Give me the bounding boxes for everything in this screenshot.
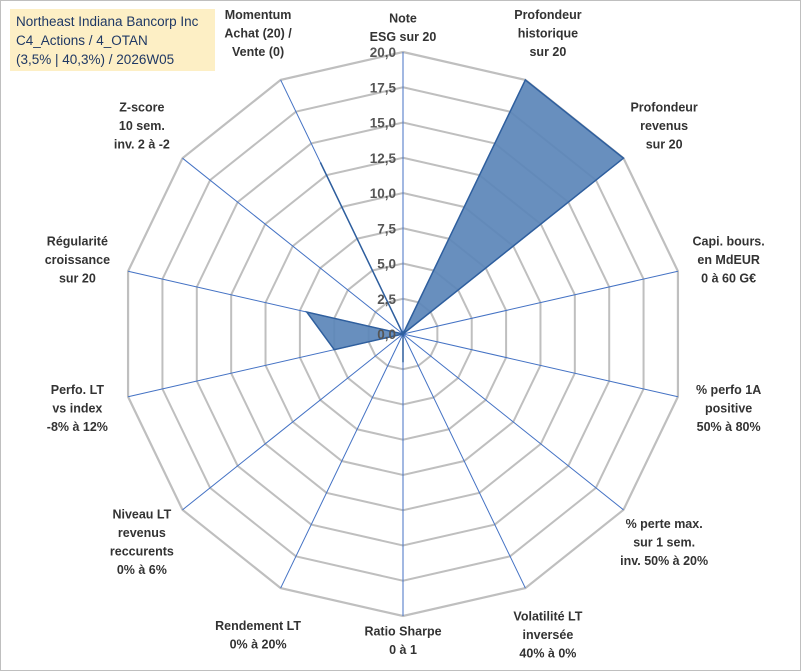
axis-label-line: vs index — [52, 402, 102, 416]
axis-label: Momentum Achat (20) / Vente (0) — [224, 8, 292, 59]
axis-label: Z-score 10 sem. inv. 2 à -2 — [114, 101, 170, 152]
axis-label-line: Ratio Sharpe — [364, 625, 441, 639]
chart-title-box: Northeast Indiana Bancorp Inc C4_Actions… — [10, 9, 215, 71]
tick-label: 15,0 — [370, 116, 396, 131]
tick-label: 2,5 — [377, 292, 396, 307]
title-line-stats: (3,5% | 40,3%) / 2026W05 — [16, 52, 175, 67]
tick-label: 10,0 — [370, 186, 396, 201]
axis-label-line: inv. 50% à 20% — [620, 554, 708, 568]
axis-spoke — [402, 333, 679, 398]
axis-label: % perte max. sur 1 sem. inv. 50% à 20% — [620, 517, 708, 568]
title-line-category: C4_Actions / 4_OTAN — [16, 33, 148, 48]
axis-label-line: Momentum — [225, 8, 292, 22]
axis-label-line: historique — [518, 26, 578, 40]
axis-label-line: Capi. bours. — [693, 234, 765, 248]
axis-label-line: % perte max. — [626, 517, 703, 531]
axis-label-line: 50% à 80% — [697, 420, 761, 434]
axis-label: Rendement LT 0% à 20% — [215, 619, 301, 652]
axis-label-line: Note — [389, 12, 417, 26]
axis-label-line: croissance — [45, 253, 110, 267]
tick-label: 5,0 — [377, 257, 396, 272]
axis-label: Niveau LT revenus reccurents 0% à 6% — [110, 508, 174, 578]
axis-label: Régularité croissance sur 20 — [45, 234, 110, 285]
axis-spoke — [402, 270, 679, 335]
axis-label-line: Profondeur — [514, 8, 581, 22]
axis-label-line: Rendement LT — [215, 619, 301, 633]
tick-label-layer: 0,0 2,5 5,0 7,5 10,0 12,5 15,0 17,5 20,0 — [370, 45, 397, 342]
tick-label: 17,5 — [370, 80, 397, 95]
axis-label-line: sur 20 — [529, 45, 566, 59]
tick-label: 7,5 — [377, 221, 396, 236]
tick-label: 20,0 — [370, 45, 396, 60]
axis-label-line: Régularité — [47, 234, 108, 248]
axis-label-line: 10 sem. — [119, 119, 165, 133]
axis-label-line: 0 à 60 G€ — [701, 271, 756, 285]
axis-label-line: -8% à 12% — [47, 420, 108, 434]
axis-spoke — [402, 333, 526, 589]
axis-label-line: sur 20 — [59, 271, 96, 285]
axis-label-line: Achat (20) / — [224, 26, 292, 40]
axis-label-line: 0% à 6% — [117, 563, 167, 577]
axis-label-line: 0% à 20% — [230, 637, 287, 651]
axis-label-line: 40% à 0% — [519, 647, 576, 661]
axis-label-line: reccurents — [110, 545, 174, 559]
axis-spoke — [182, 333, 404, 511]
axis-label-line: sur 1 sem. — [633, 535, 695, 549]
series-area — [304, 78, 625, 363]
axis-label: Perfo. LT vs index -8% à 12% — [47, 383, 108, 434]
axis-label: Ratio Sharpe 0 à 1 — [364, 625, 441, 658]
axis-label-line: inversée — [523, 628, 574, 642]
axis-label: Volatilité LT inversée 40% à 0% — [513, 610, 582, 661]
axis-label-line: Volatilité LT — [513, 610, 582, 624]
axis-label-line: Z-score — [119, 101, 164, 115]
axis-label-line: ESG sur 20 — [370, 30, 437, 44]
axis-label-line: Vente (0) — [232, 45, 284, 59]
axis-label-line: % perfo 1A — [696, 383, 761, 397]
axis-label-line: Perfo. LT — [51, 383, 105, 397]
axis-label-line: revenus — [118, 526, 166, 540]
axis-label-line: revenus — [640, 119, 688, 133]
axis-label: Profondeur revenus sur 20 — [630, 101, 697, 152]
axis-label-line: Niveau LT — [112, 508, 171, 522]
axis-label-line: positive — [705, 402, 752, 416]
series-layer — [304, 78, 625, 363]
axis-label: Profondeur historique sur 20 — [514, 8, 581, 59]
tick-label: 0,0 — [377, 327, 396, 342]
axis-label-line: en MdEUR — [697, 253, 760, 267]
axis-label: Capi. bours. en MdEUR 0 à 60 G€ — [693, 234, 765, 285]
axis-spoke — [402, 333, 624, 511]
tick-label: 12,5 — [370, 151, 397, 166]
axis-label: % perfo 1A positive 50% à 80% — [696, 383, 761, 434]
axis-label-layer: Note ESG sur 20 Profondeur historique sur 20… — [45, 8, 765, 661]
axis-spoke — [280, 333, 404, 589]
axis-label-line: inv. 2 à -2 — [114, 138, 170, 152]
axis-label: Note ESG sur 20 — [370, 12, 437, 45]
axis-label-line: Profondeur — [630, 101, 697, 115]
axis-label-line: 0 à 1 — [389, 643, 417, 657]
axis-label-line: sur 20 — [646, 138, 683, 152]
title-line-company: Northeast Indiana Bancorp Inc — [16, 14, 199, 29]
axis-spoke — [182, 157, 404, 335]
